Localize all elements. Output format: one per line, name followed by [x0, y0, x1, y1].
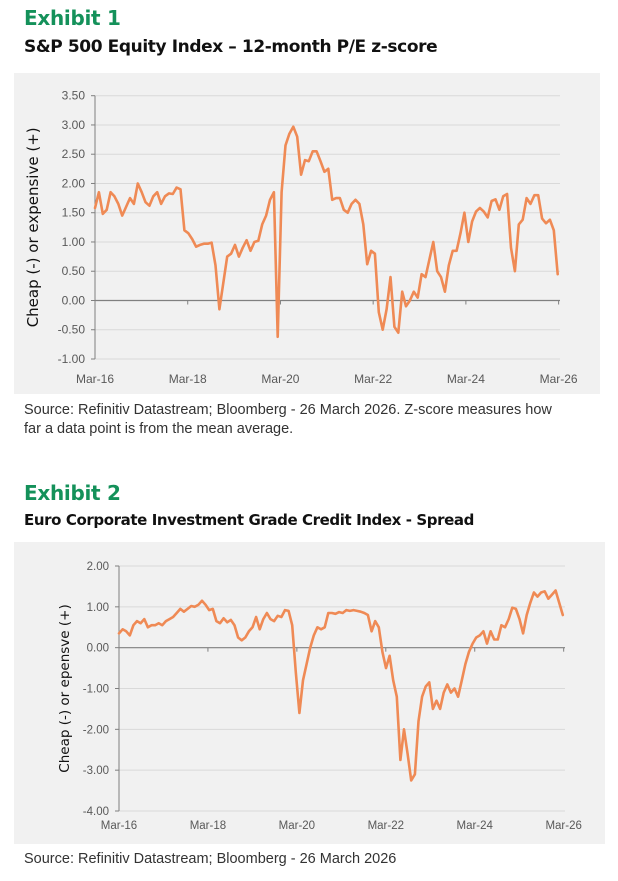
y-tick-label: 0.50 [62, 264, 86, 278]
y-tick-label: 2.50 [62, 147, 86, 161]
x-tick-label: Mar-26 [545, 820, 581, 832]
chart-1-panel: 3.50 3.00 2.50 2.00 1.50 1.00 0.50 0.00 -0.50 -1.… [14, 73, 600, 394]
source-line-1: Source: Refinitiv Datastream; Bloomberg … [24, 402, 552, 418]
x-tick-label: Mar-22 [368, 820, 404, 832]
x-tick-label: Mar-20 [261, 372, 299, 386]
y-tick-label: 3.00 [62, 118, 86, 132]
y-axis-label: Cheap (-) or epensve (+) [57, 604, 73, 772]
y-tick-label: 1.50 [62, 206, 86, 220]
y-axis-label: Cheap (-) or expensive (+) [24, 127, 42, 327]
chart-1: 3.50 3.00 2.50 2.00 1.50 1.00 0.50 0.00 -0.50 -1.… [24, 89, 578, 386]
exhibit-2-source: Source: Refinitiv Datastream; Bloomberg … [24, 851, 397, 867]
y-tick-label: 2.00 [87, 561, 109, 573]
y-tick-label: 1.00 [87, 602, 109, 614]
y-tick-label: 1.00 [62, 235, 86, 249]
y-tick-label: -2.00 [83, 724, 109, 736]
x-tick-label: Mar-24 [447, 372, 485, 386]
x-tick-label: Mar-24 [457, 820, 494, 832]
series-line [117, 589, 565, 782]
x-tick-label: Mar-16 [101, 820, 137, 832]
y-tick-label: 2.00 [62, 176, 86, 190]
y-tick-label: 0.00 [62, 293, 86, 307]
exhibit-1-source: Source: Refinitiv Datastream; Bloomberg … [24, 401, 552, 439]
y-tick-label: -1.00 [58, 352, 86, 366]
exhibit-1-title: S&P 500 Equity Index – 12-month P/E z-sc… [24, 37, 438, 57]
y-tick-label: -0.50 [58, 323, 86, 337]
x-tick-label: Mar-18 [190, 820, 226, 832]
source-line-2: far a data point is from the mean averag… [24, 421, 294, 437]
x-tick-label: Mar-20 [279, 820, 315, 832]
x-tick-label: Mar-26 [540, 372, 578, 386]
y-tick-label: -3.00 [83, 765, 109, 777]
exhibit-1-label: Exhibit 1 [24, 6, 121, 30]
y-tick-label: -4.00 [83, 806, 109, 818]
exhibit-2-label: Exhibit 2 [24, 481, 121, 505]
chart-2-panel: 2.00 1.00 0.00 -1.00 -2.00 -3.00 -4.00 Mar-16 Ma… [14, 542, 605, 844]
chart-2: 2.00 1.00 0.00 -1.00 -2.00 -3.00 -4.00 Mar-16 Ma… [57, 561, 582, 832]
x-tick-label: Mar-16 [76, 372, 114, 386]
y-tick-label: -1.00 [83, 684, 109, 696]
x-tick-label: Mar-18 [169, 372, 207, 386]
y-tick-label: 0.00 [87, 643, 109, 655]
exhibit-2-title: Euro Corporate Investment Grade Credit I… [24, 511, 474, 529]
series-line [93, 125, 560, 339]
x-tick-label: Mar-22 [354, 372, 392, 386]
y-tick-label: 3.50 [62, 89, 86, 103]
